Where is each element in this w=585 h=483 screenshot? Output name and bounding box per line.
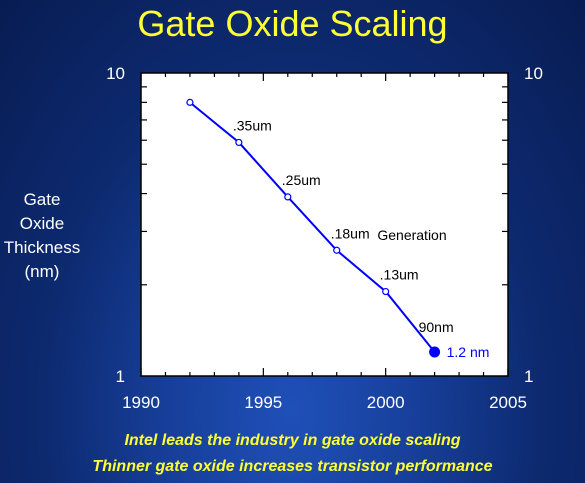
point-labels: .35um .25um .18um .13um 90nm 1.2 nm: [233, 117, 490, 360]
y-axis-label: Gate Oxide Thickness (nm): [3, 190, 81, 281]
point-label: .35um: [233, 117, 272, 133]
axis-ticks: [140, 73, 509, 376]
x-tick-labels: 1990 1995 2000 2005: [122, 393, 527, 412]
data-points: [186, 98, 441, 358]
point-label: .13um: [380, 267, 419, 283]
point-label: 90nm: [419, 319, 454, 335]
data-point: [186, 98, 194, 106]
data-point: [333, 246, 341, 254]
data-point: [382, 287, 390, 296]
y-tick-label-right: 1: [524, 367, 533, 386]
plot-area: [140, 72, 509, 377]
x-tick-label: 2005: [489, 393, 527, 412]
x-tick-label: 1990: [122, 393, 160, 412]
y-tick-label-right: 10: [524, 64, 543, 83]
page-title: Gate Oxide Scaling: [137, 3, 448, 44]
x-tick-label: 1995: [244, 393, 282, 412]
y-tick-label-left: 10: [106, 64, 125, 83]
caption-line-1: Intel leads the industry in gate oxide s…: [124, 432, 461, 449]
data-point-highlight: [429, 346, 441, 358]
series-line: [189, 101, 436, 353]
point-label: .25um: [282, 172, 321, 188]
x-tick-label: 2000: [367, 393, 405, 412]
data-point: [284, 193, 292, 201]
generation-annotation: Generation: [377, 227, 446, 243]
point-label: .18um: [331, 225, 370, 241]
y-tick-label-left: 1: [116, 367, 125, 386]
y-tick-labels: 10 1 10 1: [106, 64, 543, 386]
caption-line-2: Thinner gate oxide increases transistor …: [92, 458, 493, 475]
point-value-label: 1.2 nm: [447, 344, 490, 360]
data-point: [235, 138, 243, 147]
